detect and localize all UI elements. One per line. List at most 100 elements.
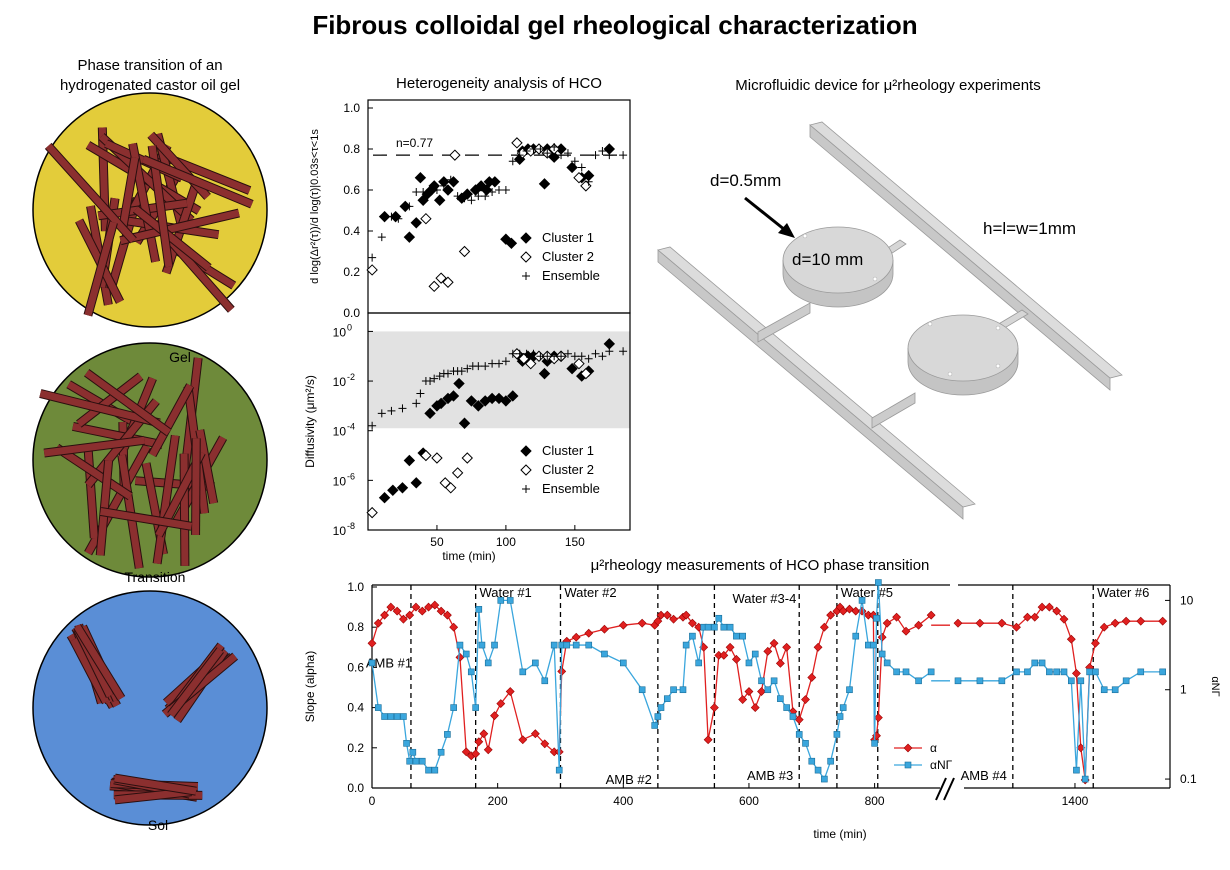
diffusivity-point bbox=[536, 352, 545, 361]
slope-point bbox=[399, 200, 411, 213]
series-point-diamond bbox=[750, 703, 760, 713]
fiber bbox=[114, 774, 197, 795]
fiber bbox=[141, 155, 254, 208]
slope-ytick-label: 0.8 bbox=[343, 142, 360, 156]
series-point-diamond bbox=[1099, 622, 1109, 632]
fiber bbox=[72, 422, 164, 449]
ts-legend-marker bbox=[903, 743, 913, 753]
diff-ytick-exp: -6 bbox=[347, 471, 355, 481]
diffusivity-point bbox=[410, 477, 422, 489]
series-point-square bbox=[462, 650, 470, 658]
diff-legend-marker bbox=[522, 485, 530, 493]
slope-point bbox=[566, 161, 578, 174]
diffusivity-point bbox=[463, 364, 472, 373]
timeseries-chart: μ²rheology measurements of HCO phase tra… bbox=[303, 557, 1221, 841]
ts-xtick-label: 400 bbox=[613, 794, 633, 808]
diffusivity-point bbox=[619, 347, 628, 356]
series-point-square bbox=[733, 632, 740, 640]
diff-ytick-label: 10 bbox=[333, 524, 347, 538]
series-point-square bbox=[1024, 668, 1031, 676]
diff-xtick-label: 50 bbox=[430, 535, 444, 549]
series-point-square bbox=[444, 731, 451, 738]
diff-ytick-exp: -4 bbox=[347, 422, 355, 432]
diffusivity-point bbox=[557, 352, 566, 361]
series-point-diamond bbox=[725, 642, 735, 652]
series-point-square bbox=[783, 704, 790, 711]
diffusivity-point bbox=[598, 352, 607, 361]
series-point-diamond bbox=[479, 729, 489, 739]
series-point-diamond bbox=[892, 612, 902, 622]
series-point-diamond bbox=[807, 673, 817, 682]
fiber bbox=[84, 369, 171, 436]
slope-point bbox=[557, 151, 566, 160]
diff-ytick-label: 10 bbox=[333, 325, 347, 339]
series-point-diamond bbox=[1158, 616, 1168, 626]
slope-point bbox=[505, 237, 518, 250]
phase-title-line2: hydrogenated castor oil gel bbox=[59, 77, 241, 94]
diffusivity-point bbox=[366, 506, 378, 519]
slope-point bbox=[538, 178, 551, 190]
series-point-diamond bbox=[873, 713, 883, 723]
ts-ytick-right-label: 0.1 bbox=[1180, 772, 1197, 786]
ts-ytick-right-label: 1 bbox=[1180, 683, 1187, 697]
series-point-square bbox=[870, 641, 877, 649]
series-point-square bbox=[450, 704, 457, 711]
diffusivity-point bbox=[396, 482, 409, 494]
ts-ytick-label: 0.4 bbox=[347, 701, 364, 715]
diffusivity-point bbox=[431, 452, 443, 464]
series-point-square bbox=[654, 713, 662, 720]
diffusivity-point bbox=[580, 367, 592, 380]
series-point-diamond bbox=[744, 687, 754, 696]
diffusivity-ylabel: Diffusivity (μm²/s) bbox=[303, 375, 317, 468]
diffusivity-point bbox=[481, 362, 490, 371]
heterogeneity-charts: Heterogeneity analysis of HCO 0.0 0.2 0.4 0.… bbox=[303, 75, 631, 563]
diffusivity-point bbox=[508, 349, 517, 358]
series-point-square bbox=[821, 775, 828, 783]
diffusivity-point bbox=[451, 467, 464, 479]
series-point-square bbox=[858, 597, 866, 604]
series-point-square bbox=[374, 704, 382, 711]
series-point-diamond bbox=[1091, 638, 1100, 648]
series-point-square bbox=[532, 659, 539, 667]
ts-ylabel-right: αNΓ bbox=[1209, 676, 1221, 696]
diffusivity-point bbox=[515, 349, 524, 358]
series-point-square bbox=[563, 641, 571, 649]
series-point-square bbox=[852, 632, 860, 640]
series-point-square bbox=[720, 623, 728, 631]
slope-point bbox=[529, 145, 538, 153]
series-point-diamond bbox=[455, 652, 465, 662]
series-point-square bbox=[572, 641, 580, 649]
label-dims: h=l=w=1mm bbox=[983, 219, 1076, 238]
series-point-square bbox=[689, 632, 696, 640]
series-point-diamond bbox=[392, 606, 402, 616]
series-point-diamond bbox=[826, 610, 836, 620]
reference-annotation: n=0.77 bbox=[396, 136, 433, 150]
fiber bbox=[43, 436, 145, 457]
series-point-square bbox=[541, 677, 549, 685]
series-point-diamond bbox=[490, 711, 499, 721]
series-point-diamond bbox=[367, 638, 377, 648]
event-label: Water #3-4 bbox=[732, 591, 796, 606]
slope-legend-label: Cluster 2 bbox=[542, 249, 594, 264]
series-point-diamond bbox=[851, 606, 861, 616]
series-point-square bbox=[1081, 775, 1089, 783]
slope-point bbox=[446, 175, 455, 184]
diff-legend-marker bbox=[520, 464, 532, 476]
diff-ytick-exp: 0 bbox=[347, 322, 352, 332]
series-line-square bbox=[958, 662, 1163, 780]
diff-legend-label: Ensemble bbox=[542, 481, 600, 496]
slope-point bbox=[447, 176, 460, 188]
slope-point bbox=[536, 145, 545, 153]
series-point-diamond bbox=[794, 715, 804, 725]
series-point-diamond bbox=[882, 618, 892, 628]
diffusivity-point bbox=[501, 357, 510, 366]
ts-xtick-label: 200 bbox=[488, 794, 508, 808]
diffusivity-point bbox=[398, 404, 407, 413]
diffusivity-point bbox=[507, 390, 519, 402]
slope-point bbox=[414, 171, 427, 184]
series-point-square bbox=[555, 766, 563, 774]
series-point-diamond bbox=[769, 638, 779, 648]
diffusivity-point bbox=[566, 362, 578, 375]
series-point-square bbox=[519, 668, 527, 676]
phase-title-line1: Phase transition of an bbox=[77, 57, 223, 74]
